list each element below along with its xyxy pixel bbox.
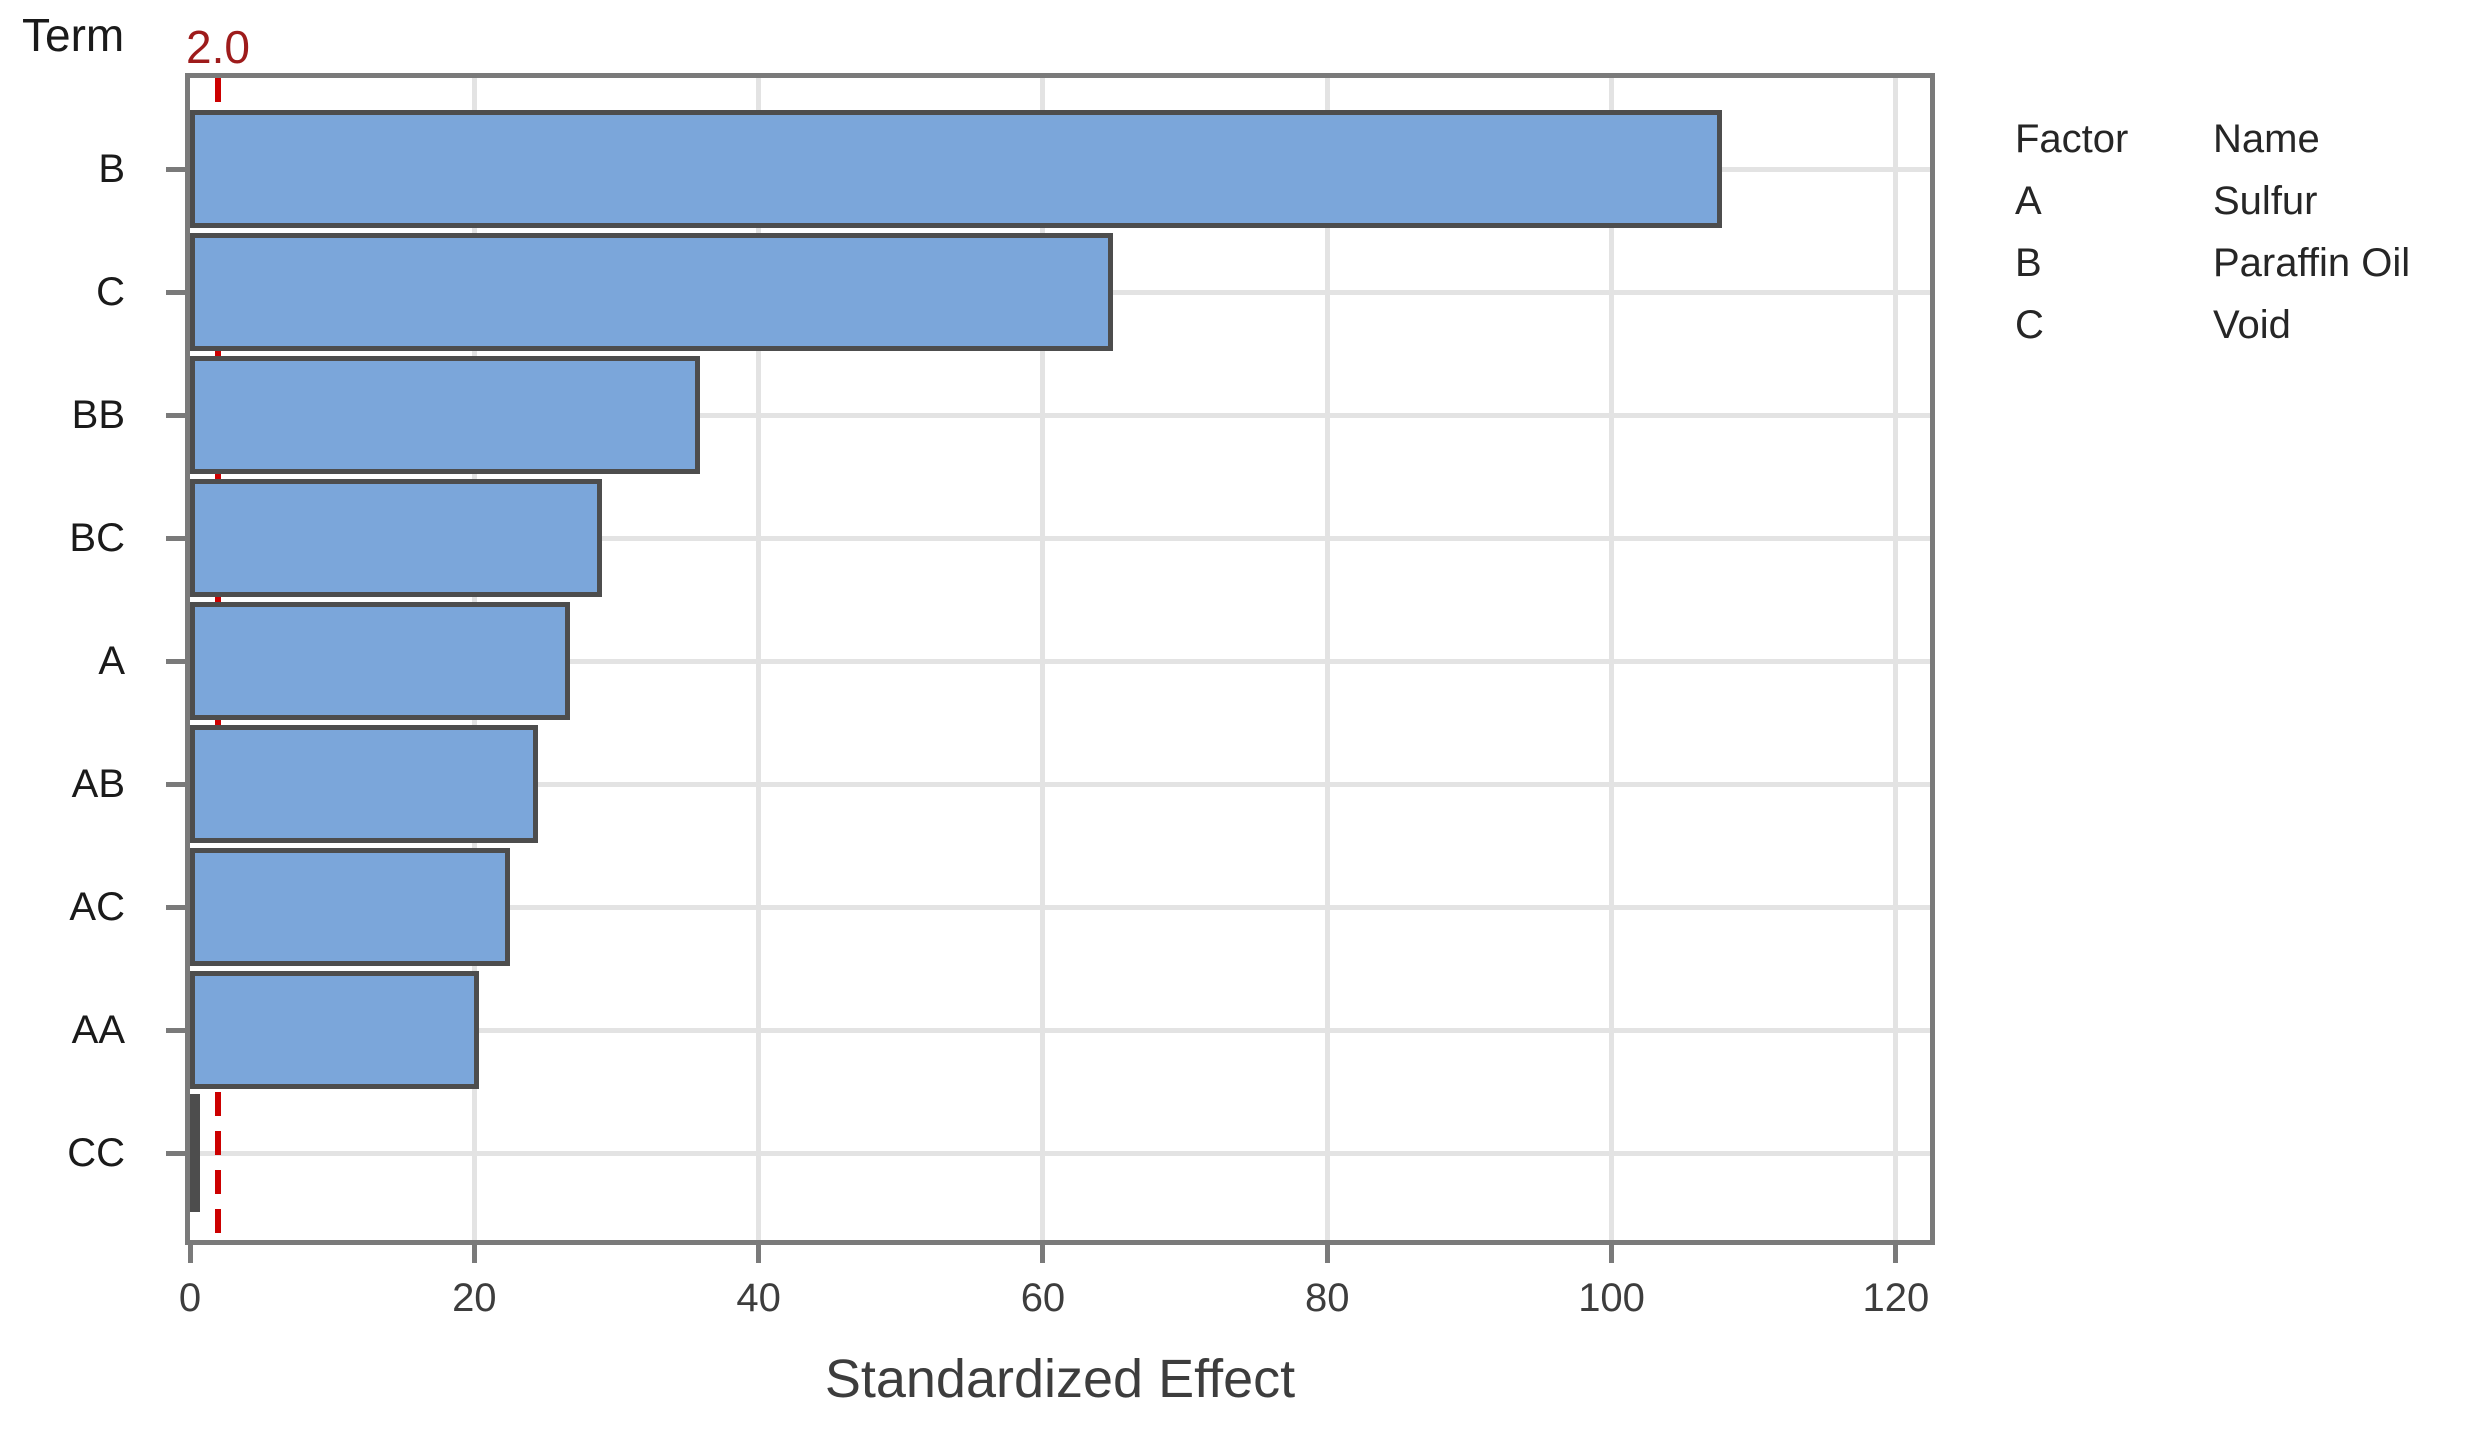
y-axis-label-ac: AC — [69, 885, 125, 929]
legend-name: Sulfur — [2213, 179, 2318, 223]
y-tick-ac — [166, 904, 188, 910]
legend-factor: A — [2015, 179, 2042, 223]
y-tick-aa — [166, 1027, 188, 1033]
y-axis-label-aa: AA — [71, 1008, 125, 1052]
x-tick-label-20: 20 — [452, 1276, 497, 1320]
y-tick-a — [166, 658, 188, 664]
x-tick-label-0: 0 — [178, 1276, 202, 1320]
y-tick-ab — [166, 781, 188, 787]
legend-factor: C — [2015, 303, 2044, 347]
y-axis-label-bc: BC — [69, 516, 125, 560]
y-axis-label-c: C — [96, 270, 125, 314]
category-gridline-a — [190, 658, 1930, 664]
bar-c — [190, 233, 1113, 351]
x-axis-title: Standardized Effect — [824, 1349, 1296, 1409]
category-gridline-bc — [190, 535, 1930, 541]
bar-b — [190, 110, 1723, 228]
bar-ab — [190, 725, 539, 843]
x-tick-60 — [1040, 1245, 1046, 1263]
legend-row-b: B Paraffin Oil — [2015, 232, 2410, 294]
category-gridline-ac — [190, 904, 1930, 910]
x-tick-40 — [756, 1245, 762, 1263]
bar-a — [190, 602, 570, 720]
x-tick-label-40: 40 — [736, 1276, 781, 1320]
y-axis-label-ab: AB — [71, 762, 125, 806]
legend-header-factor: Factor — [2015, 117, 2129, 161]
category-gridline-aa — [190, 1027, 1930, 1033]
bar-bb — [190, 356, 701, 474]
plot-area — [185, 73, 1935, 1245]
legend-header-name: Name — [2213, 117, 2320, 161]
y-axis-title: Term — [22, 9, 125, 61]
x-tick-label-80: 80 — [1305, 1276, 1350, 1320]
y-tick-cc — [166, 1150, 188, 1156]
x-tick-20 — [471, 1245, 477, 1263]
x-tick-0 — [187, 1245, 193, 1263]
x-tick-80 — [1324, 1245, 1330, 1263]
x-tick-label-60: 60 — [1020, 1276, 1066, 1320]
x-tick-label-100: 100 — [1578, 1276, 1645, 1320]
y-tick-c — [166, 289, 188, 295]
legend-header-row: Factor Name — [2015, 108, 2410, 170]
y-axis-label-cc: CC — [67, 1131, 125, 1175]
legend-row-c: C Void — [2015, 294, 2410, 356]
x-tick-label-120: 120 — [1862, 1276, 1930, 1320]
y-tick-bb — [166, 412, 188, 418]
y-axis-label-bb: BB — [71, 393, 125, 437]
legend-name: Paraffin Oil — [2213, 241, 2411, 285]
bar-aa — [190, 971, 479, 1089]
bar-bc — [190, 479, 603, 597]
reference-line-label: 2.0 — [186, 21, 250, 73]
category-gridline-cc — [190, 1150, 1930, 1156]
y-tick-b — [166, 166, 188, 172]
y-axis-label-b: B — [98, 147, 125, 191]
category-gridline-ab — [190, 781, 1930, 787]
legend-row-a: A Sulfur — [2015, 170, 2410, 232]
bar-cc — [190, 1094, 200, 1212]
bar-ac — [190, 848, 510, 966]
y-tick-bc — [166, 535, 188, 541]
x-tick-120 — [1893, 1245, 1899, 1263]
legend: Factor Name A Sulfur B Paraffin Oil C Void — [2015, 108, 2410, 356]
legend-name: Void — [2213, 303, 2291, 347]
y-axis-label-a: A — [98, 639, 125, 683]
category-gridline-bb — [190, 412, 1930, 418]
x-tick-100 — [1609, 1245, 1615, 1263]
legend-factor: B — [2015, 241, 2042, 285]
